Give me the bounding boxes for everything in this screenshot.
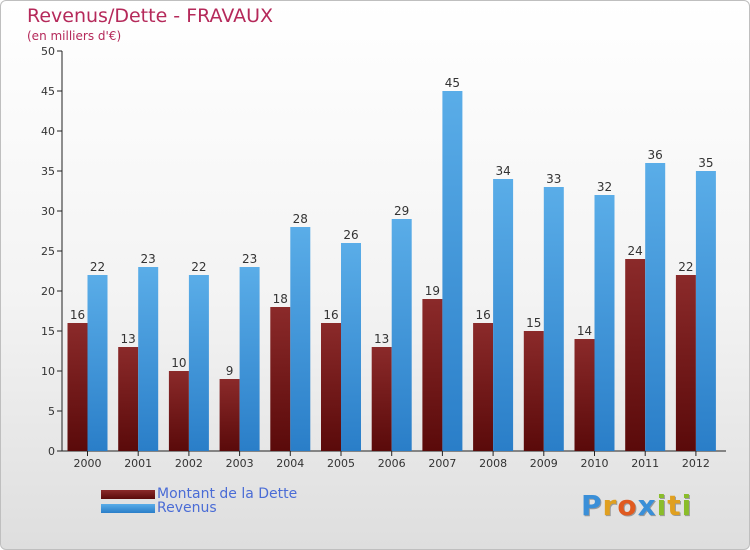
legend: Montant de la Dette Revenus (101, 486, 298, 516)
bar-dette (473, 323, 494, 451)
bar-revenus (290, 227, 311, 451)
data-label-revenus: 22 (90, 260, 105, 274)
data-label-dette: 16 (70, 308, 85, 322)
data-label-revenus: 28 (293, 212, 308, 226)
bar-dette (67, 323, 88, 451)
data-label-revenus: 26 (343, 228, 358, 242)
legend-label-dette: Montant de la Dette (157, 486, 298, 502)
bar-dette (422, 299, 443, 451)
bar-revenus (594, 195, 615, 451)
data-label-dette: 22 (678, 260, 693, 274)
x-tick-label: 2000 (74, 457, 102, 470)
x-tick-label: 2007 (428, 457, 456, 470)
logo-letter: o (617, 489, 638, 522)
y-tick-label: 50 (41, 45, 55, 58)
y-tick-label: 25 (41, 245, 55, 258)
logo-letter: x (637, 489, 657, 522)
y-tick-label: 10 (41, 365, 55, 378)
legend-item-revenus: Revenus (101, 500, 297, 516)
logo-letter: i (656, 489, 668, 522)
legend-swatch-revenus (101, 503, 155, 513)
chart-title: Revenus/Dette - FRAVAUX (27, 5, 274, 27)
y-tick-label: 5 (48, 405, 55, 418)
x-tick-label: 2008 (479, 457, 507, 470)
data-label-dette: 19 (425, 284, 440, 298)
logo-letter: t (667, 489, 682, 522)
bar-revenus (645, 163, 666, 451)
bar-dette (270, 307, 291, 451)
data-label-revenus: 22 (191, 260, 206, 274)
chart-subtitle: (en milliers d'€) (27, 29, 122, 43)
bar-dette (321, 323, 341, 451)
bar-dette (371, 347, 392, 451)
bar-dette (523, 331, 544, 451)
x-tick-label: 2002 (175, 457, 203, 470)
data-label-dette: 18 (273, 292, 288, 306)
data-label-dette: 16 (475, 308, 490, 322)
bar-revenus (239, 267, 260, 451)
bar-revenus (493, 179, 514, 451)
value-labels: 16 22 13 23 10 22 9 23 18 28 16 26 13 29 19 45 16 34 15 33 1… (70, 76, 714, 378)
bar-dette (574, 339, 595, 451)
y-tick-label: 35 (41, 165, 55, 178)
bar-revenus (188, 275, 209, 451)
data-label-dette: 13 (121, 332, 136, 346)
y-tick-label: 20 (41, 285, 55, 298)
data-label-dette: 9 (226, 364, 234, 378)
x-tick-label: 2011 (631, 457, 659, 470)
data-label-dette: 10 (171, 356, 186, 370)
bar-revenus (442, 91, 463, 451)
logo-letter: i (681, 489, 693, 522)
legend-item-dette: Montant de la Dette (101, 486, 298, 502)
logo-letter: P (581, 489, 603, 522)
bars (67, 91, 716, 451)
x-tick-label: 2004 (276, 457, 304, 470)
y-tick-label: 15 (41, 325, 55, 338)
data-label-revenus: 29 (394, 204, 409, 218)
bar-revenus (87, 275, 108, 451)
data-label-revenus: 23 (242, 252, 257, 266)
bar-revenus (138, 267, 159, 451)
data-label-dette: 24 (628, 244, 643, 258)
bar-dette (219, 379, 240, 451)
legend-swatch-dette (101, 489, 155, 499)
bar-dette (625, 259, 646, 451)
data-label-dette: 16 (323, 308, 338, 322)
bar-dette (168, 371, 189, 451)
y-tick-label: 0 (48, 445, 55, 458)
bar-revenus (391, 219, 412, 451)
data-label-revenus: 36 (648, 148, 663, 162)
bar-revenus (543, 187, 564, 451)
data-label-dette: 14 (577, 324, 592, 338)
data-label-dette: 13 (374, 332, 389, 346)
data-label-revenus: 45 (445, 76, 460, 90)
data-label-revenus: 35 (698, 156, 713, 170)
bar-revenus (695, 171, 716, 451)
x-tick-label: 2003 (226, 457, 254, 470)
y-tick-label: 45 (41, 85, 55, 98)
x-tick-label: 2010 (581, 457, 609, 470)
y-tick-label: 40 (41, 125, 55, 138)
x-tick-label: 2001 (124, 457, 152, 470)
x-tick-label: 2012 (682, 457, 710, 470)
bar-revenus (341, 243, 361, 451)
data-label-revenus: 33 (546, 172, 561, 186)
bar-dette (675, 275, 696, 451)
logo-letter: r (602, 489, 618, 522)
legend-label-revenus: Revenus (157, 500, 217, 516)
y-tick-label: 30 (41, 205, 55, 218)
x-tick-label: 2006 (378, 457, 406, 470)
proxiti-logo: Proxiti (581, 489, 692, 522)
data-label-revenus: 34 (495, 164, 510, 178)
x-tick-label: 2005 (327, 457, 355, 470)
data-label-revenus: 32 (597, 180, 612, 194)
data-label-dette: 15 (526, 316, 541, 330)
data-label-revenus: 23 (141, 252, 156, 266)
bar-dette (118, 347, 139, 451)
x-tick-label: 2009 (530, 457, 558, 470)
